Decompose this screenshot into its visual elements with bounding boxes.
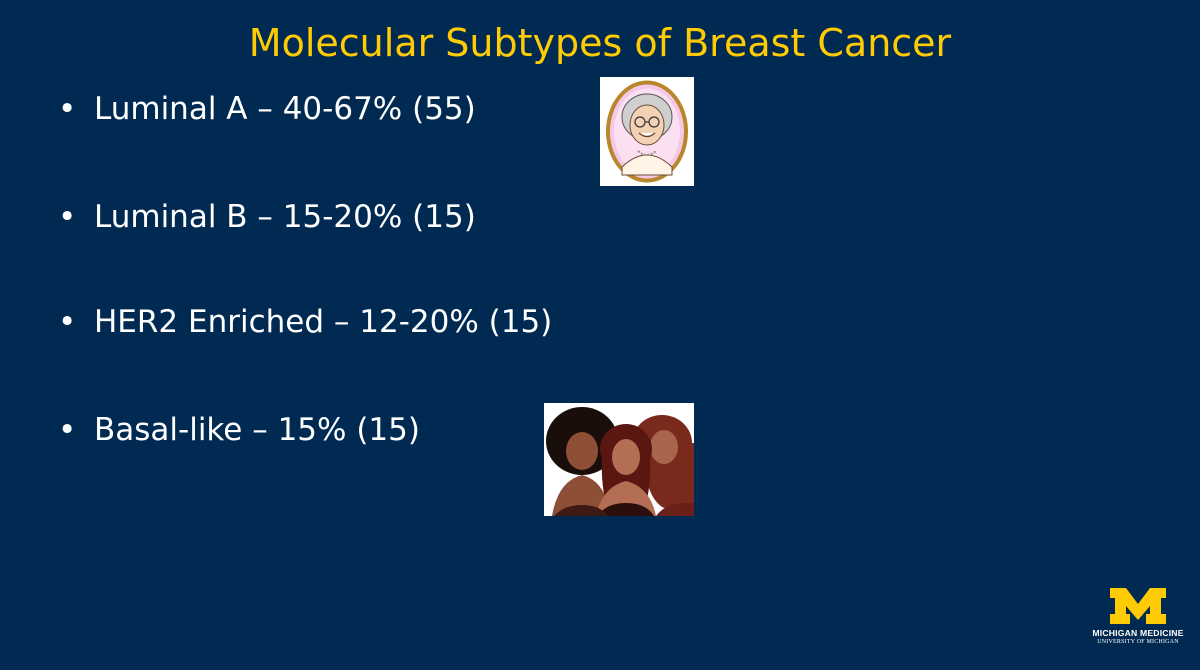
bullet-marker: • (58, 412, 77, 448)
bullet-luminal-a: • Luminal A – 40-67% (55) (58, 89, 476, 129)
bullet-luminal-b: • Luminal B – 15-20% (15) (58, 197, 476, 237)
group-of-women-image (544, 403, 694, 516)
women-group-icon (544, 403, 694, 516)
michigan-medicine-logo: MICHIGAN MEDICINE UNIVERSITY OF MICHIGAN (1085, 586, 1191, 656)
logo-name: MICHIGAN MEDICINE (1092, 628, 1184, 638)
bullet-text: Basal-like – 15% (15) (94, 412, 420, 448)
elderly-woman-portrait-image (600, 77, 694, 186)
bullet-marker: • (58, 304, 77, 340)
bullet-text: Luminal B – 15-20% (15) (94, 199, 476, 235)
bullet-text: Luminal A – 40-67% (55) (94, 91, 476, 127)
bullet-her2-enriched: • HER2 Enriched – 12-20% (15) (58, 302, 552, 342)
bullet-marker: • (58, 199, 77, 235)
bullet-basal-like: • Basal-like – 15% (15) (58, 410, 420, 450)
bullet-text: HER2 Enriched – 12-20% (15) (94, 304, 553, 340)
block-m-icon (1110, 588, 1166, 624)
portrait-icon (600, 77, 694, 186)
bullet-marker: • (58, 91, 77, 127)
logo-subtitle: UNIVERSITY OF MICHIGAN (1097, 639, 1179, 645)
slide-title: Molecular Subtypes of Breast Cancer (248, 21, 952, 65)
